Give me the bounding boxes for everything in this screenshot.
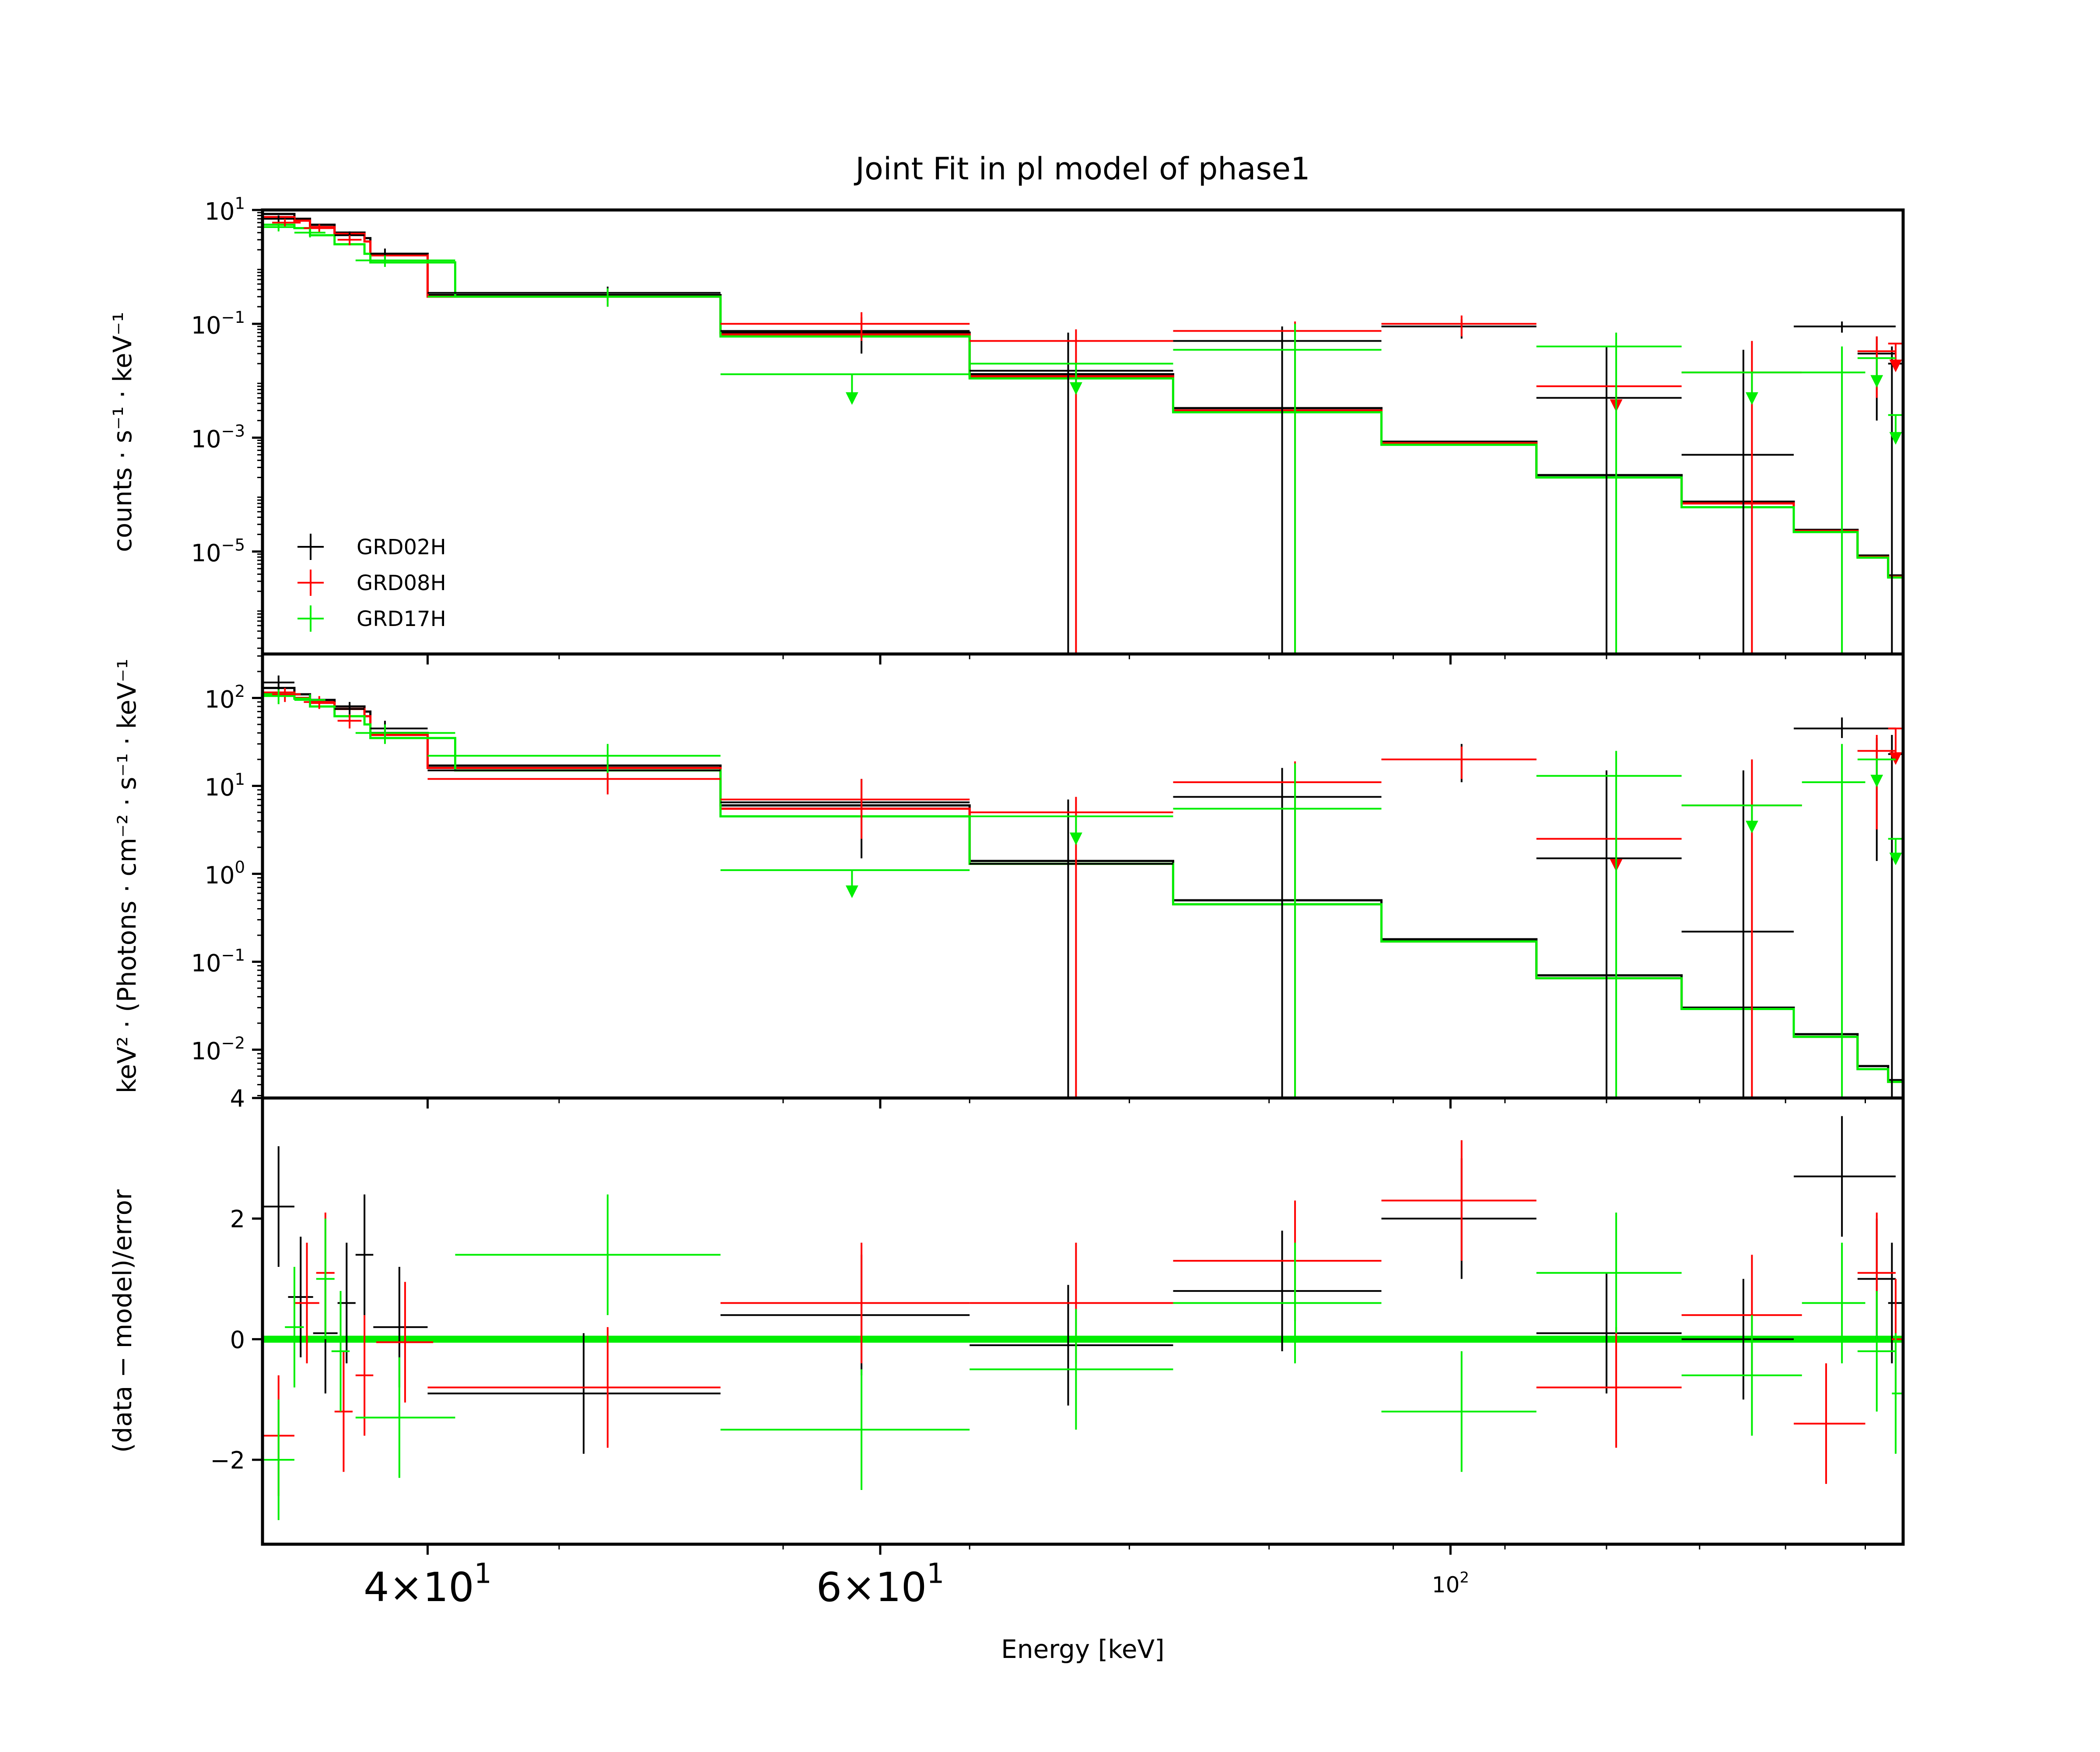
data-point-grd17h-arrow <box>1745 821 1758 833</box>
data-point-grd08h-arrow <box>1889 359 1902 372</box>
data-point-grd17h-arrow <box>1070 832 1082 846</box>
model-line-grd17h <box>262 693 1903 1083</box>
y-tick-label: −2 <box>210 1447 245 1474</box>
data-point-grd17h-arrow <box>845 885 858 899</box>
y-tick-label: 102 <box>205 682 245 713</box>
legend-label: GRD02H <box>357 535 446 560</box>
panel-residuals: 4 2 0 −2 (data − model)/error <box>108 1085 1905 1555</box>
legend-item-grd17h: GRD17H <box>298 605 446 632</box>
model-line-grd08h <box>262 216 1903 578</box>
data-point-grd17h-arrow <box>1889 853 1902 865</box>
panel-frame <box>261 652 1905 1100</box>
y-tick-label: 101 <box>205 194 245 225</box>
legend-item-grd08h: GRD08H <box>298 570 446 596</box>
data-point-grd17h-arrow <box>1870 375 1883 388</box>
panel-frame <box>261 208 1905 656</box>
y-tick-label: 4 <box>230 1085 245 1112</box>
data-point-grd17h-arrow <box>1745 392 1758 405</box>
y-tick-label: 10−3 <box>191 422 245 453</box>
panel-photons: 102 101 100 10−1 10−2 keV² · (Photons · cm⁻² … <box>112 652 1905 1109</box>
x-tick-label: 102 <box>1432 1569 1469 1598</box>
y-tick-label: 101 <box>205 770 245 801</box>
y-tick-label: 10−5 <box>191 535 245 567</box>
legend-label: GRD17H <box>357 607 446 631</box>
model-line-grd02h <box>262 213 1903 577</box>
model-line-grd02h <box>262 687 1903 1081</box>
y-tick-label: 0 <box>230 1326 245 1353</box>
data-point-grd17h-arrow <box>845 392 858 405</box>
legend: GRD02H GRD08H GRD17H <box>298 534 446 632</box>
x-axis-label: Energy [keV] <box>1001 1634 1165 1664</box>
y-axis-label: counts · s⁻¹ · keV⁻¹ <box>108 312 137 552</box>
y-tick-label: 10−2 <box>191 1034 245 1065</box>
legend-label: GRD08H <box>357 571 446 595</box>
data-point-grd17h-arrow <box>1070 382 1082 395</box>
panel-plot-area <box>262 675 1903 1098</box>
x-tick-label: 4×101 <box>364 1558 492 1611</box>
y-tick-label: 10−1 <box>191 946 245 977</box>
chart-title: Joint Fit in pl model of phase1 <box>854 151 1310 187</box>
x-tick-label: 6×101 <box>816 1558 945 1611</box>
legend-item-grd02h: GRD02H <box>298 534 446 560</box>
model-line-grd17h <box>262 224 1903 579</box>
y-tick-label: 10−1 <box>191 308 245 339</box>
panel-plot-area <box>262 1116 1903 1520</box>
panel-frame <box>261 1096 1905 1546</box>
y-axis-label: keV² · (Photons · cm⁻² · s⁻¹ · keV⁻¹ <box>112 659 142 1094</box>
panel-plot-area <box>262 213 1903 654</box>
y-axis-label: (data − model)/error <box>108 1189 137 1453</box>
model-line-grd08h <box>262 691 1903 1083</box>
data-point-grd17h-arrow <box>1870 774 1883 787</box>
y-tick-label: 2 <box>230 1206 245 1233</box>
data-point-grd17h-arrow <box>1889 432 1902 445</box>
y-tick-label: 100 <box>205 858 245 889</box>
data-point-grd08h-arrow <box>1889 752 1902 765</box>
